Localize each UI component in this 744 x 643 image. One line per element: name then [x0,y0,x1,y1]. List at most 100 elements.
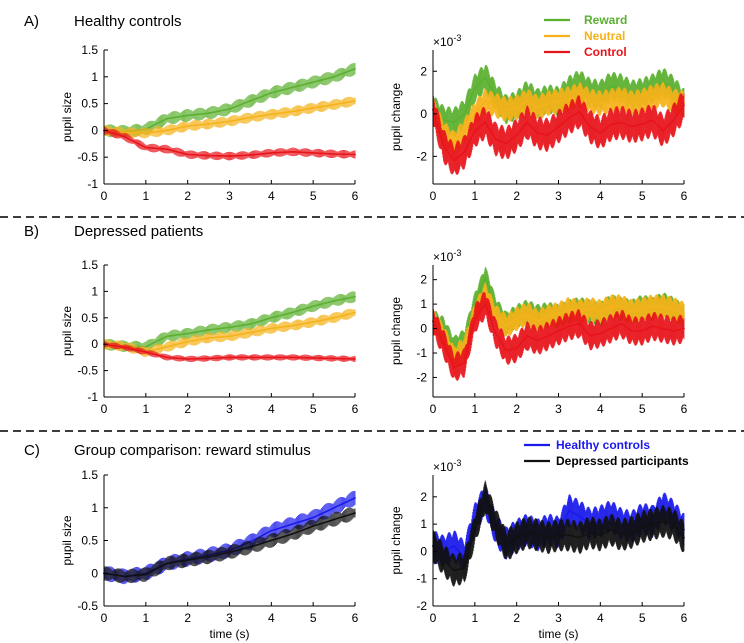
data-point [547,334,549,337]
data-point [207,112,210,115]
data-point [547,315,549,318]
data-point [672,119,675,122]
data-point [515,347,518,350]
y-tick-label: 1 [420,297,427,311]
data-point [453,142,455,145]
data-point [662,129,664,132]
data-point [270,91,273,94]
data-point [620,87,623,90]
data-point [515,317,518,320]
data-point [165,129,168,132]
y-tick-label: 0.5 [81,97,98,111]
data-point [672,308,675,310]
data-point [270,529,273,532]
data-point [588,334,591,337]
y-tick-label: -0.5 [77,150,98,164]
legend-label: Neutral [584,29,625,43]
data-point [165,345,168,348]
data-point [144,132,147,134]
series-control [432,292,685,381]
data-point [186,358,189,360]
data-point [249,331,252,334]
y-tick-label: 2 [420,64,427,78]
data-point [526,121,529,124]
x-tick-label: 2 [513,402,520,416]
data-point [536,320,539,323]
data-point [207,357,210,360]
data-point [354,100,356,102]
data-point [291,356,294,359]
x-tick-label: 6 [352,402,359,416]
data-point [683,327,685,330]
panel-letter-a: A) [24,13,39,30]
data-point [683,312,685,315]
panel-title-c: Group comparison: reward stimulus [74,442,311,459]
x-tick-label: 0 [430,189,437,203]
x-tick-label: 4 [597,402,604,416]
data-point [463,151,466,153]
data-point [291,150,294,153]
x-tick-label: 5 [310,189,317,203]
data-point [620,121,623,124]
x-tick-label: 5 [639,189,646,203]
x-tick-label: 3 [555,189,562,203]
data-point [186,332,189,335]
data-point [270,316,273,319]
data-point [515,134,518,136]
data-point [354,153,356,156]
data-point [588,125,591,128]
data-point [672,100,675,102]
x-tick-label: 3 [226,402,233,416]
data-point [651,325,654,328]
data-point [662,327,664,330]
data-point [536,339,539,342]
y-tick-label: 0.5 [81,311,98,325]
data-point [228,356,231,359]
data-point [463,361,466,364]
data-point [312,357,315,359]
data-point [354,358,356,360]
data-point [568,325,570,328]
data-point [484,276,487,279]
data-point [620,305,623,308]
data-point [312,516,315,519]
data-point [228,108,231,110]
series-neutral [103,96,356,139]
data-point [484,100,487,102]
data-point [536,106,539,109]
data-point [249,100,252,102]
axis-exponent-power: -3 [453,248,461,258]
x-tick-label: 0 [101,402,108,416]
data-point [526,312,529,315]
data-point [568,117,570,119]
data-point [270,356,273,359]
data-point [630,310,633,313]
data-point [312,106,315,109]
data-point [568,98,570,100]
data-point [484,76,487,79]
data-point [291,110,294,113]
data-point [683,104,685,107]
data-point [442,342,445,345]
data-point [630,102,633,105]
x-tick-label: 0 [430,402,437,416]
series-control [103,341,356,363]
data-point [124,346,126,349]
data-point [291,523,294,526]
data-point [473,303,476,306]
x-tick-label: 1 [471,402,478,416]
data-point [333,103,335,106]
data-point [578,110,581,113]
data-point [473,317,476,320]
data-point [463,112,466,115]
data-point [526,100,529,102]
axis-exponent: ×10-3 [433,33,461,49]
data-point [473,87,476,90]
data-point [186,340,189,343]
legend-label: Reward [584,13,627,27]
data-point [312,152,315,154]
data-point [505,108,508,111]
data-point [354,295,356,298]
x-tick-label: 5 [310,402,317,416]
data-point [463,129,466,132]
